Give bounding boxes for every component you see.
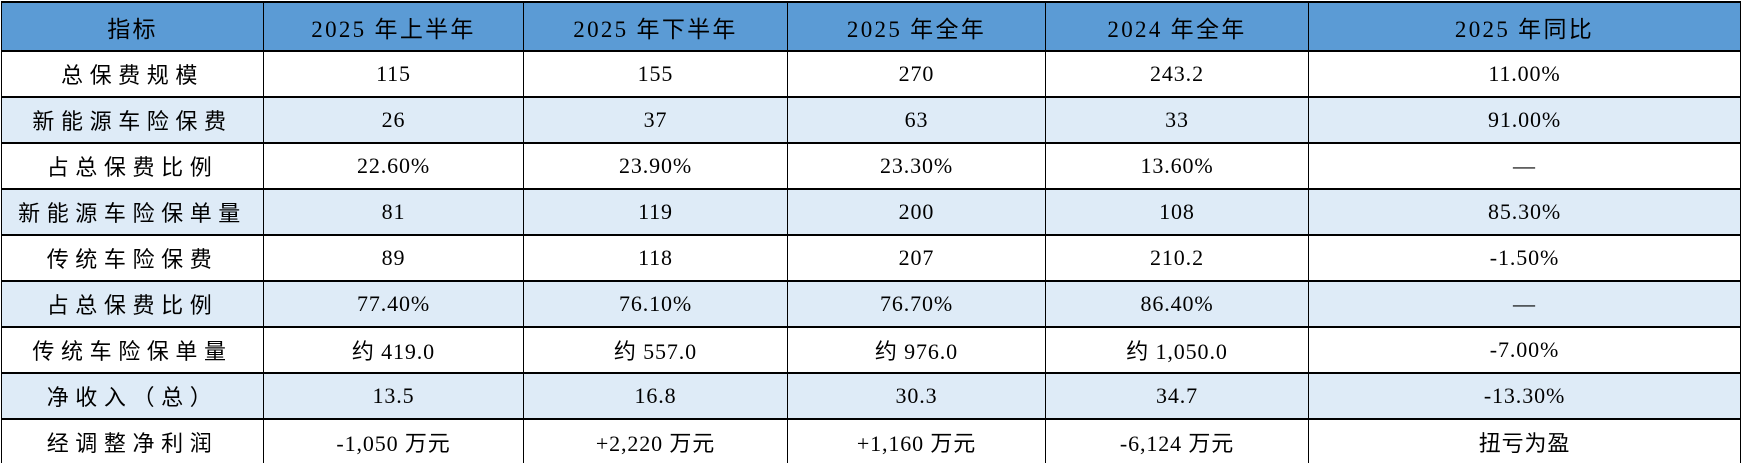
value-cell: 63 [787,96,1046,144]
value-cell: 16.8 [523,372,788,420]
value-cell: 118 [523,234,788,282]
value-cell: 30.3 [787,372,1046,420]
table-row: 传统车险保费 89 118 207 210.2 -1.50% [1,234,1741,282]
row-label-cell: 新能源车险保费 [1,96,264,144]
row-label-cell: 净收入（总） [1,372,264,420]
value-cell: 约 557.0 [523,326,788,374]
col-header: 2025 年下半年 [523,1,788,52]
col-header: 2025 年上半年 [263,1,524,52]
value-cell: +2,220 万元 [523,418,788,463]
value-cell: -7.00% [1308,326,1741,374]
value-cell: 13.60% [1045,142,1309,190]
table-row: 总保费规模 115 155 270 243.2 11.00% [1,50,1741,98]
value-cell: 扭亏为盈 [1308,418,1741,463]
value-cell: -6,124 万元 [1045,418,1309,463]
value-cell: 115 [263,50,524,98]
row-label-cell: 经调整净利润 [1,418,264,463]
value-cell: 86.40% [1045,280,1309,328]
value-cell: 81 [263,188,524,236]
value-cell: 约 419.0 [263,326,524,374]
value-cell: -1.50% [1308,234,1741,282]
header-row: 指标 2025 年上半年 2025 年下半年 2025 年全年 2024 年全年 2025… [1,1,1741,52]
value-cell: 34.7 [1045,372,1309,420]
value-cell: 22.60% [263,142,524,190]
value-cell: 约 976.0 [787,326,1046,374]
table-row: 新能源车险保单量 81 119 200 108 85.30% [1,188,1741,236]
value-cell: — [1308,142,1741,190]
value-cell: 76.70% [787,280,1046,328]
value-cell: 23.30% [787,142,1046,190]
table-row: 占总保费比例 22.60% 23.90% 23.30% 13.60% — [1,142,1741,190]
table-row: 经调整净利润 -1,050 万元 +2,220 万元 +1,160 万元 -6,124 … [1,418,1741,463]
row-label-cell: 总保费规模 [1,50,264,98]
value-cell: 85.30% [1308,188,1741,236]
table-row: 净收入（总） 13.5 16.8 30.3 34.7 -13.30% [1,372,1741,420]
value-cell: 243.2 [1045,50,1309,98]
col-header: 2025 年同比 [1308,1,1741,52]
table-row: 新能源车险保费 26 37 63 33 91.00% [1,96,1741,144]
value-cell: 108 [1045,188,1309,236]
value-cell: 37 [523,96,788,144]
value-cell: -1,050 万元 [263,418,524,463]
row-label-cell: 传统车险保单量 [1,326,264,374]
value-cell: 270 [787,50,1046,98]
value-cell: 77.40% [263,280,524,328]
value-cell: 210.2 [1045,234,1309,282]
row-label-cell: 占总保费比例 [1,142,264,190]
col-header-indicator: 指标 [1,1,264,52]
col-header: 2025 年全年 [787,1,1046,52]
value-cell: 207 [787,234,1046,282]
value-cell: 119 [523,188,788,236]
value-cell: 76.10% [523,280,788,328]
value-cell: 约 1,050.0 [1045,326,1309,374]
value-cell: 23.90% [523,142,788,190]
value-cell: 155 [523,50,788,98]
value-cell: +1,160 万元 [787,418,1046,463]
row-label-cell: 传统车险保费 [1,234,264,282]
value-cell: 33 [1045,96,1309,144]
row-label-cell: 新能源车险保单量 [1,188,264,236]
value-cell: -13.30% [1308,372,1741,420]
value-cell: 89 [263,234,524,282]
table-row: 传统车险保单量约 419.0 约 557.0 约 976.0 约 1,050.0 -7.… [1,326,1741,374]
table-body: 总保费规模 115 155 270 243.2 11.00% 新能源车险保费 26 37 63 33… [1,50,1741,463]
value-cell: 11.00% [1308,50,1741,98]
value-cell: 200 [787,188,1046,236]
value-cell: 13.5 [263,372,524,420]
table-row: 占总保费比例 77.40% 76.10% 76.70% 86.40% — [1,280,1741,328]
value-cell: 91.00% [1308,96,1741,144]
value-cell: — [1308,280,1741,328]
value-cell: 26 [263,96,524,144]
col-header: 2024 年全年 [1045,1,1309,52]
row-label-cell: 占总保费比例 [1,280,264,328]
